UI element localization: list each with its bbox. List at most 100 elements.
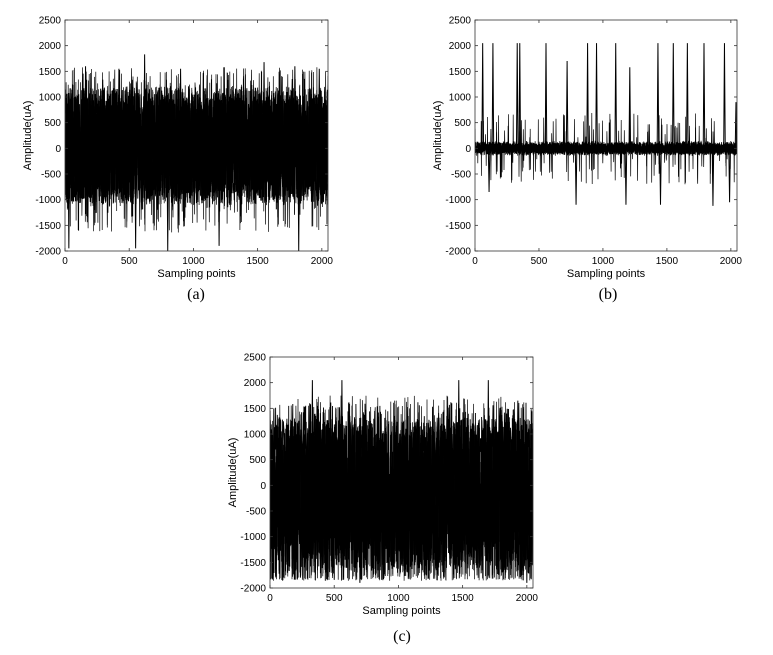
chart-panel-a: -2000 -1500 -1000 -500 0 500 1000 1500 2000 2500 0… xyxy=(0,0,340,310)
chart-b-svg: -2000 -1500 -1000 -500 0 500 1000 1500 2000 2500 0… xyxy=(432,16,743,281)
panel-label-a: (a) xyxy=(187,286,205,303)
y-tick-label: 500 xyxy=(454,118,471,129)
y-tick-label: 2000 xyxy=(449,41,472,52)
spike-mark xyxy=(516,400,520,486)
x-tick-label: 2000 xyxy=(720,256,743,267)
waveform-series xyxy=(475,43,737,206)
waveform-series xyxy=(270,380,533,583)
spike-mark xyxy=(457,380,461,486)
spike-mark xyxy=(672,43,675,149)
waveform-trace xyxy=(65,92,328,204)
y-tick-label: 2500 xyxy=(449,16,472,27)
x-tick-label: 500 xyxy=(531,256,548,267)
y-tick-label: -1500 xyxy=(240,558,266,569)
x-tick-label: 500 xyxy=(326,593,343,604)
spike-mark xyxy=(487,148,491,192)
chart-panel-b: -2000 -1500 -1000 -500 0 500 1000 1500 2000 2500 0… xyxy=(408,0,773,310)
x-tick-label: 2000 xyxy=(311,256,334,267)
y-tick-label: -1000 xyxy=(445,195,471,206)
spike-mark xyxy=(491,43,495,149)
spike-mark xyxy=(659,148,662,205)
y-tick-label: 2500 xyxy=(244,353,267,364)
y-tick-label: 500 xyxy=(249,455,266,466)
spike-mark xyxy=(515,43,519,149)
y-tick-label: -1500 xyxy=(445,221,471,232)
y-tick-label: 0 xyxy=(465,144,471,155)
spike-mark xyxy=(281,485,285,581)
y-tick-label: -500 xyxy=(246,507,266,518)
y-tick-label: 500 xyxy=(44,118,61,129)
spike-mark xyxy=(518,43,522,149)
spike-mark xyxy=(311,380,314,486)
x-tick-label: 1500 xyxy=(452,593,475,604)
spike-mark xyxy=(293,66,297,149)
spike-mark xyxy=(297,148,300,251)
spike-mark xyxy=(222,67,226,149)
y-tick-label: -2000 xyxy=(35,247,61,258)
y-tick-label: 0 xyxy=(260,481,266,492)
spike-mark xyxy=(595,43,598,149)
y-tick-label: -2000 xyxy=(240,584,266,595)
spike-mark xyxy=(179,68,182,149)
x-tick-label: 1500 xyxy=(247,256,270,267)
chart-panel-c: -2000 -1500 -1000 -500 0 500 1000 1500 2000 2500 0… xyxy=(205,345,550,655)
y-tick-label: -500 xyxy=(451,170,471,181)
chart-c-svg: -2000 -1500 -1000 -500 0 500 1000 1500 2000 2500 0… xyxy=(227,353,539,618)
y-tick-label: 2500 xyxy=(39,16,62,27)
y-tick-label: 2000 xyxy=(244,378,267,389)
spike-mark xyxy=(272,408,276,486)
axes-box xyxy=(64,19,329,252)
y-axis-label: Amplitude(uA) xyxy=(227,438,239,508)
spike-mark xyxy=(702,43,706,149)
y-tick-label: 1000 xyxy=(244,430,267,441)
y-tick-label: -500 xyxy=(41,170,61,181)
x-tick-label: 2000 xyxy=(516,593,539,604)
spike-mark xyxy=(728,148,731,203)
axes-box xyxy=(474,19,738,252)
axes-box xyxy=(269,356,534,589)
spike-mark xyxy=(435,485,439,581)
spike-mark xyxy=(84,66,87,149)
x-tick-label: 1000 xyxy=(592,256,615,267)
x-tick-label: 0 xyxy=(267,593,273,604)
waveform-trace xyxy=(270,402,533,569)
spike-mark xyxy=(723,43,726,149)
spike-mark xyxy=(614,43,617,149)
spike-mark xyxy=(686,43,689,149)
y-tick-label: -1000 xyxy=(35,195,61,206)
spike-mark xyxy=(134,148,137,249)
y-tick-label: 1000 xyxy=(39,93,62,104)
spike-mark xyxy=(340,380,344,486)
spike-mark xyxy=(166,148,170,251)
spike-mark xyxy=(317,68,321,149)
spike-mark xyxy=(711,148,715,206)
panel-label-c: (c) xyxy=(393,628,411,645)
spike-mark xyxy=(624,148,628,205)
x-axis-label: Sampling points xyxy=(567,268,646,280)
spike-mark xyxy=(67,148,71,249)
x-tick-label: 0 xyxy=(472,256,478,267)
spike-mark xyxy=(487,380,490,486)
y-axis-label: Amplitude(uA) xyxy=(432,101,444,171)
y-tick-label: 1500 xyxy=(244,404,267,415)
spike-mark xyxy=(481,43,484,149)
spike-mark xyxy=(565,61,569,149)
y-tick-label: 1500 xyxy=(449,67,472,78)
y-axis-label: Amplitude(uA) xyxy=(22,101,34,171)
x-tick-label: 0 xyxy=(62,256,68,267)
y-tick-label: 0 xyxy=(55,144,61,155)
spike-mark xyxy=(628,67,632,149)
y-tick-label: 2000 xyxy=(39,41,62,52)
spike-mark xyxy=(544,43,548,149)
y-tick-label: -1000 xyxy=(240,532,266,543)
x-tick-label: 1500 xyxy=(656,256,679,267)
x-tick-label: 1000 xyxy=(387,593,410,604)
y-tick-label: -2000 xyxy=(445,247,471,258)
spike-mark xyxy=(656,43,660,149)
spike-mark xyxy=(117,68,121,149)
x-axis-label: Sampling points xyxy=(362,605,441,617)
x-tick-label: 500 xyxy=(121,256,138,267)
y-tick-label: -1500 xyxy=(35,221,61,232)
y-tick-label: 1500 xyxy=(39,67,62,78)
chart-a-svg: -2000 -1500 -1000 -500 0 500 1000 1500 2000 2500 0… xyxy=(22,16,334,281)
